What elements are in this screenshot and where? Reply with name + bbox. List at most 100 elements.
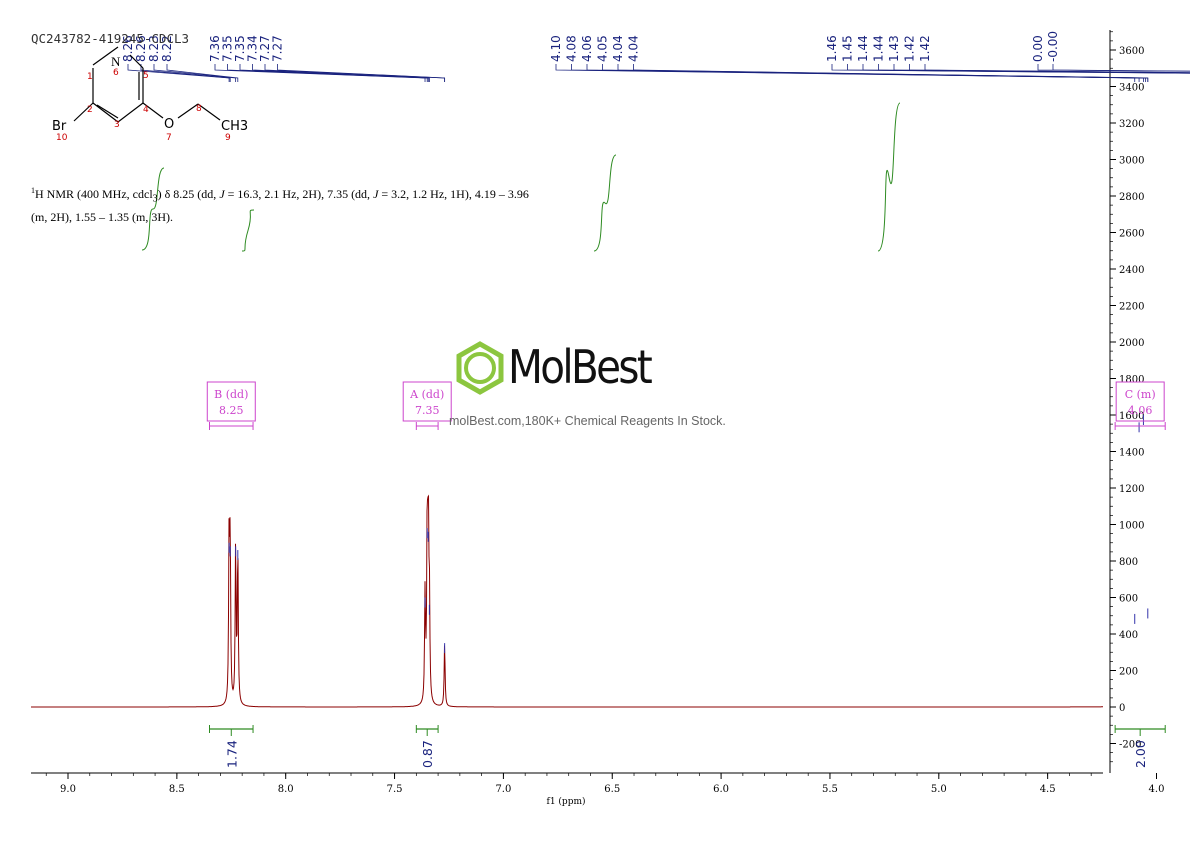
integral-curve — [141, 167, 165, 251]
coupling-j2: J — [373, 187, 379, 201]
spectrum-trace-group — [31, 415, 1149, 708]
peak-label-leader — [893, 64, 1190, 74]
peak-label: 1.44 — [856, 35, 870, 62]
multiplet-boxes: B (dd)8.25A (dd)7.35C (m)4.06D (m)1.44 — [206, 381, 1166, 430]
y-tick-label: 1600 — [1119, 411, 1144, 422]
x-tick-label: 9.0 — [60, 784, 76, 795]
peak-label-leader — [153, 64, 237, 82]
peak-label-leader — [166, 64, 239, 82]
peak-label-leader — [277, 64, 446, 82]
nmr-text-f: (m, 2H), 1.55 – 1.35 (m, 3H). — [31, 210, 173, 225]
peak-labels-group: 8.26 8.26 8.23 8.22 7.367.357.357.347.277.27… — [121, 31, 1190, 82]
y-tick-label: 1000 — [1119, 521, 1144, 532]
peak-label: 7.27 — [258, 35, 272, 62]
peak-label-leader — [1037, 64, 1190, 72]
peak-label: 7.27 — [271, 35, 285, 62]
peak-label: 4.08 — [565, 35, 579, 62]
integral-value: 1.74 — [224, 740, 239, 768]
peak-label: 1.42 — [918, 35, 932, 62]
x-tick-label: 6.0 — [713, 784, 729, 795]
x-tick-label: 4.0 — [1149, 784, 1165, 795]
peak-label-leader — [617, 64, 1149, 82]
integration-bar-group: 1.740.872.003.03 — [209, 725, 1166, 768]
peak-label: 1.45 — [841, 35, 855, 62]
y-tick-label: 2200 — [1119, 302, 1144, 313]
watermark-brand: MolBest — [508, 340, 653, 394]
multiplet-shift: 4.06 — [1128, 404, 1153, 417]
spectrum-trace — [31, 494, 1103, 708]
nmr-text-e: = 3.2, 1.2 Hz, 1H), 4.19 – 3.96 — [378, 187, 529, 201]
peak-label: -0.00 — [1046, 31, 1060, 62]
x-tick-label: 6.5 — [604, 784, 620, 795]
y-tick-label: 2800 — [1119, 192, 1144, 203]
y-tick-label: 3200 — [1119, 119, 1144, 130]
x-tick-label: 7.5 — [387, 784, 403, 795]
peak-label-leader — [140, 64, 231, 82]
atom-number-6: 6 — [113, 68, 119, 78]
sample-id-label: QC243782-419245-CDCL3 — [31, 31, 190, 46]
peak-label: 1.44 — [872, 35, 886, 62]
integral-curve — [241, 209, 255, 252]
atom-number-9: 9 — [225, 133, 231, 143]
atom-number-3: 3 — [114, 120, 120, 130]
integral-curve — [877, 102, 901, 252]
nmr-text-a: H NMR (400 MHz, cdcl — [35, 187, 153, 201]
peak-label-leader — [633, 64, 1149, 82]
y-tick-label: 2000 — [1119, 338, 1144, 349]
structure-bonds — [73, 46, 221, 123]
nmr-text-d: = 16.3, 2.1 Hz, 2H), 7.35 (dd, — [224, 187, 374, 201]
atom-number-1: 1 — [87, 72, 93, 82]
peak-label-leader — [847, 64, 1190, 74]
multiplet-box — [402, 381, 452, 422]
x-axis-label: f1 (ppm) — [547, 796, 586, 807]
y-tick-label: 200 — [1119, 667, 1138, 678]
multiplet-box — [206, 381, 256, 422]
y-tick-label: 600 — [1119, 594, 1138, 605]
y-tick-label: 2400 — [1119, 265, 1144, 276]
peak-label-leader — [831, 64, 1190, 74]
molbest-logo-icon — [456, 341, 504, 395]
peak-label: 1.46 — [825, 35, 839, 62]
peak-label: 4.04 — [627, 35, 641, 62]
peak-label-leader — [909, 64, 1190, 74]
peak-label-leader — [586, 64, 1144, 82]
multiplet-box — [1115, 381, 1165, 422]
integral-curves — [141, 102, 901, 252]
atom-number-2: 2 — [87, 105, 93, 115]
peak-label: 4.10 — [549, 35, 563, 62]
y-tick-label: -200 — [1119, 740, 1141, 751]
peak-label-leader — [127, 64, 230, 82]
y-tick-label: 400 — [1119, 630, 1138, 641]
y-tick-label: 2600 — [1119, 229, 1144, 240]
y-tick-label: 1200 — [1119, 484, 1144, 495]
multiplet-label: B (dd) — [214, 388, 248, 401]
peak-label: 0.00 — [1031, 35, 1045, 62]
x-tick-label: 5.5 — [822, 784, 838, 795]
x-tick-label: 4.5 — [1040, 784, 1056, 795]
peak-label: 4.04 — [611, 35, 625, 62]
peak-label-leader — [878, 64, 1190, 74]
multiplet-shift: 8.25 — [219, 404, 244, 417]
x-tick-label: 5.0 — [931, 784, 947, 795]
atom-number-4: 4 — [143, 105, 149, 115]
atom-ch3: CH3 — [221, 119, 248, 134]
axes-group: 9.08.58.07.57.06.56.05.55.04.54.03.53.02… — [31, 30, 1165, 807]
atom-number-7: 7 — [166, 133, 172, 143]
peak-label: 8.22 — [160, 35, 174, 62]
y-tick-label: 800 — [1119, 557, 1138, 568]
peak-label-leader — [862, 64, 1190, 74]
integral-value: 2.00 — [1133, 740, 1148, 768]
integral-curve — [593, 154, 617, 252]
peak-label-leader — [602, 64, 1147, 82]
x-tick-label: 8.5 — [169, 784, 185, 795]
atom-n: N — [111, 54, 121, 69]
multiplet-label: C (m) — [1125, 388, 1156, 401]
peak-label: 7.34 — [246, 35, 260, 62]
peak-label: 4.06 — [580, 35, 594, 62]
peak-label-leader — [252, 64, 430, 82]
nmr-description: 1H NMR (400 MHz, cdcl3) δ 8.25 (dd, J = … — [31, 181, 611, 227]
atom-number-8: 8 — [196, 104, 202, 114]
peak-label: 7.35 — [221, 35, 235, 62]
nucleus-mass: 1 — [31, 186, 35, 195]
